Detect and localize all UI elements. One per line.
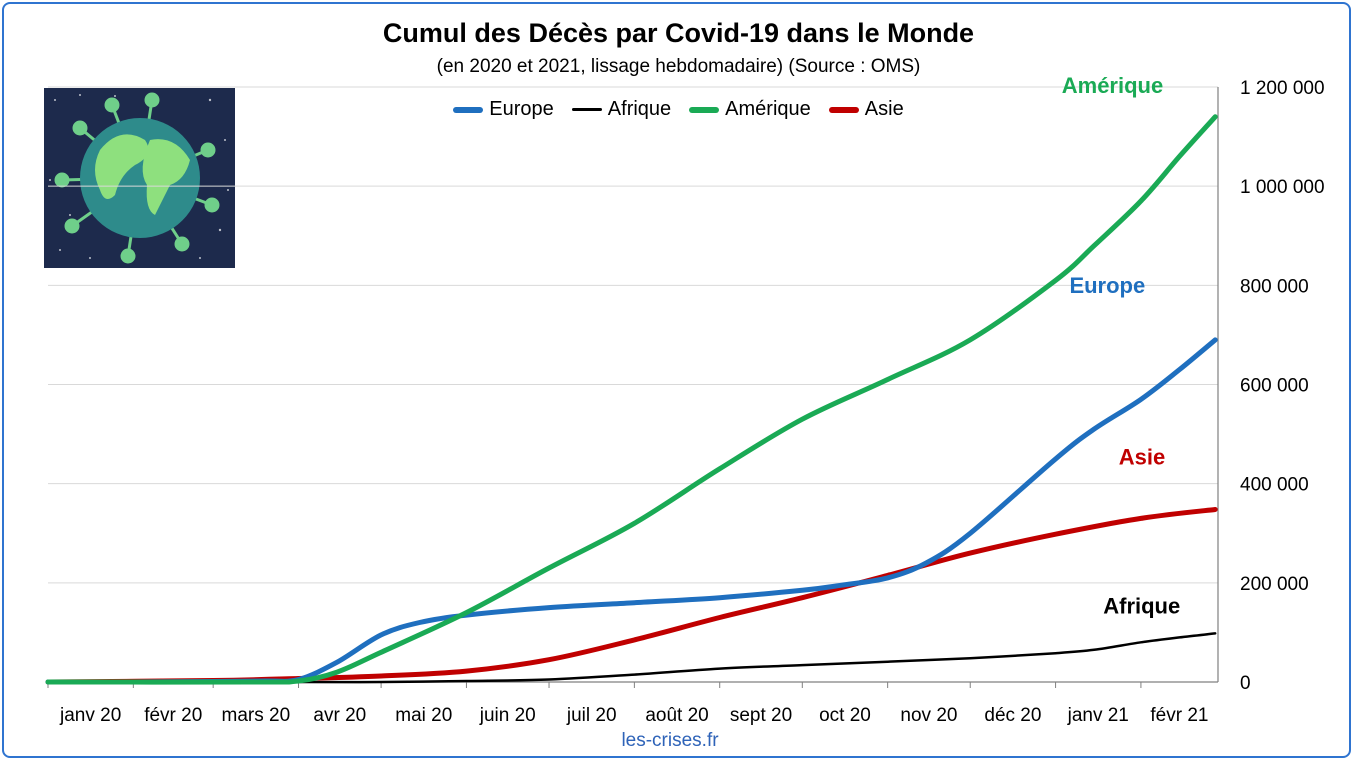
legend-item-europe: Europe — [453, 98, 554, 121]
y-tick-label: 800 000 — [1240, 276, 1309, 297]
y-tick-label: 1 200 000 — [1240, 78, 1325, 99]
end-label-europe: Europe — [1069, 273, 1145, 298]
x-tick-label: nov 20 — [900, 705, 957, 726]
y-tick-label: 0 — [1240, 673, 1251, 694]
y-tick-label: 400 000 — [1240, 475, 1309, 496]
legend-label-asie: Asie — [864, 98, 904, 120]
y-tick-label: 600 000 — [1240, 376, 1309, 397]
legend-swatch-europe — [453, 106, 484, 113]
x-tick-label: mai 20 — [395, 705, 452, 726]
x-tick-label: mars 20 — [222, 705, 291, 726]
axes: 0 200 000 400 000 600 000 800 000 1 000 000 1 … — [47, 78, 1325, 726]
grid — [48, 86, 1218, 584]
legend-swatch-asie — [828, 106, 859, 113]
legend-item-asie: Asie — [828, 98, 904, 121]
end-labels: Europe Afrique Amérique Asie — [1062, 73, 1180, 619]
x-tick-label: sept 20 — [730, 705, 792, 726]
x-tick-label: oct 20 — [819, 705, 871, 726]
legend-label-amerique: Amérique — [725, 98, 811, 120]
y-tick-label: 1 000 000 — [1240, 177, 1325, 198]
covid-globe-icon — [44, 88, 235, 268]
legend: Europe Afrique Amérique Asie — [0, 98, 1357, 121]
x-tick-label: juin 20 — [479, 705, 536, 726]
y-tick-label: 200 000 — [1240, 574, 1309, 595]
chart-subtitle: (en 2020 et 2021, lissage hebdomadaire) … — [436, 56, 921, 77]
legend-item-amerique: Amérique — [689, 98, 811, 121]
x-tick-label: juil 20 — [566, 705, 617, 726]
x-tick-label: févr 20 — [144, 705, 202, 726]
series-line-europe — [45, 337, 1218, 685]
x-tick-label: déc 20 — [984, 705, 1041, 726]
series-line-afrique — [46, 632, 1217, 684]
legend-label-afrique: Afrique — [607, 98, 672, 120]
end-label-amerique: Amérique — [1062, 73, 1163, 98]
x-tick-label: avr 20 — [313, 705, 366, 726]
legend-item-afrique: Afrique — [571, 98, 672, 121]
legend-swatch-afrique — [571, 108, 602, 111]
end-label-afrique: Afrique — [1103, 593, 1180, 618]
chart-title: Cumul des Décès par Covid-19 dans le Mon… — [382, 18, 975, 48]
series-line-amerique — [45, 114, 1218, 685]
end-label-asie: Asie — [1119, 444, 1165, 469]
series-group — [45, 114, 1218, 685]
legend-swatch-amerique — [689, 106, 720, 113]
x-tick-label: janv 20 — [59, 705, 121, 726]
x-tick-label: août 20 — [645, 705, 708, 726]
source-label: les-crises.fr — [621, 730, 719, 751]
series-line-asie — [45, 507, 1218, 685]
x-tick-label: févr 21 — [1150, 705, 1208, 726]
legend-label-europe: Europe — [489, 98, 554, 120]
x-tick-label: janv 21 — [1067, 705, 1129, 726]
